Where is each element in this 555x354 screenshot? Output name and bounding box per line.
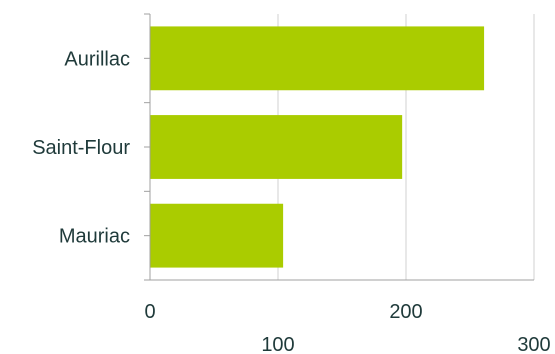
category-label-saint-flour: Saint-Flour — [32, 137, 130, 159]
bar-mauriac — [150, 203, 284, 268]
category-label-mauriac: Mauriac — [59, 226, 130, 248]
bar-aurillac — [150, 26, 485, 91]
x-tick-label-300: 300 — [517, 334, 550, 354]
x-tick-label-100: 100 — [261, 334, 294, 354]
x-tick-label-0: 0 — [144, 301, 155, 323]
labels: Aurillac Saint-Flour Mauriac 0 100 200 300 — [32, 48, 551, 354]
bar-saint-flour — [150, 115, 403, 179]
x-tick-label-200: 200 — [389, 301, 422, 323]
axes — [144, 13, 534, 281]
bars — [150, 26, 485, 268]
category-label-aurillac: Aurillac — [64, 48, 130, 70]
